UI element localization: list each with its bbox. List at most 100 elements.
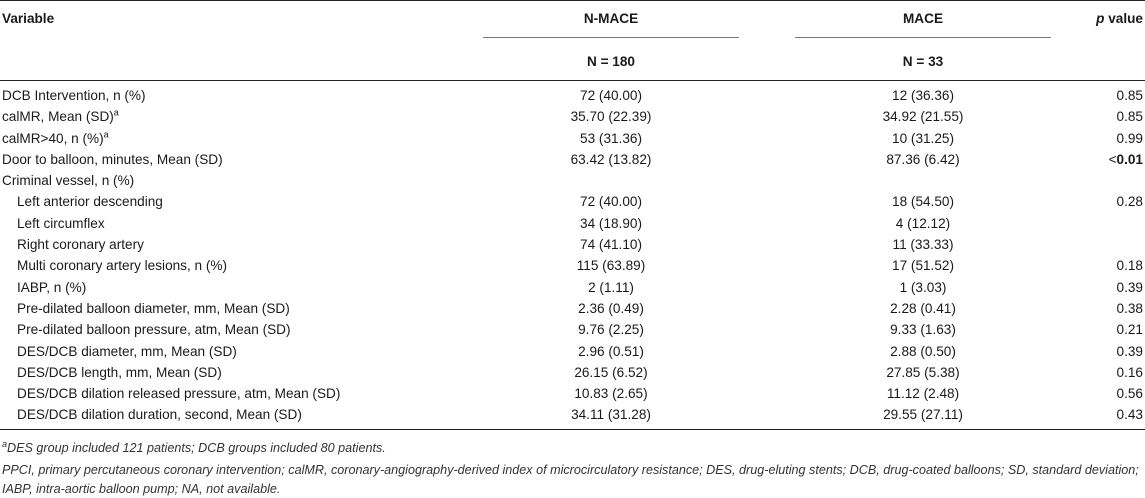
row-variable-label: DES/DCB length, mm, Mean (SD) [17,364,222,380]
row-nmace-value: 10.83 (2.65) [574,386,648,402]
row-variable: DES/DCB length, mm, Mean (SD) [0,362,455,383]
pvalue-prefix: < [1108,151,1117,167]
footnote-abbreviations: PPCI, primary percutaneous coronary inte… [2,463,1139,496]
row-nmace-value: 2 (1.11) [588,279,634,295]
row-pvalue: <0.01 [1079,149,1145,170]
row-nmace-value: 63.42 (13.82) [570,151,652,167]
row-variable: Pre-dilated balloon pressure, atm, Mean … [0,319,455,340]
pvalue-number: 0.56 [1116,386,1143,402]
row-mace-value: 2.28 (0.41) [890,300,956,316]
table-row: DES/DCB dilation released pressure, atm,… [0,383,1145,404]
row-pvalue: 0.28 [1079,191,1145,212]
row-nmace-value: 26.15 (6.52) [574,364,648,380]
row-nmace-value: 115 (63.89) [576,258,646,274]
pvalue-number: 0.01 [1116,151,1143,167]
row-nmace-value: 72 (40.00) [580,88,642,103]
row-mace-value: 10 (31.25) [892,130,954,146]
table-row: Pre-dilated balloon diameter, mm, Mean (… [0,298,1145,319]
row-mace-value: 34.92 (21.55) [882,109,964,125]
row-variable: Left anterior descending [0,191,455,212]
row-mace-value: 1 (3.03) [899,279,947,295]
row-nmace-value: 72 (40.00) [580,194,642,210]
row-variable-label: Multi coronary artery lesions, n (%) [17,258,228,274]
row-variable-label: DES/DCB dilation released pressure, atm,… [17,386,341,402]
header-pvalue: p value [1079,0,1145,42]
row-variable: Door to balloon, minutes, Mean (SD) [0,149,455,170]
row-nmace-value: 74 (41.10) [580,237,642,253]
row-pvalue [1079,213,1145,234]
row-nmace-value: 2.36 (0.49) [578,300,644,316]
row-pvalue [1079,170,1145,191]
row-variable: DES/DCB dilation duration, second, Mean … [0,404,455,430]
table-row: calMR>40, n (%)a 53 (31.36) 10 (31.25) 0.99 [0,128,1145,149]
row-variable-label: Right coronary artery [17,237,144,253]
row-variable: calMR, Mean (SD)a [0,106,455,127]
table-row: DES/DCB diameter, mm, Mean (SD) 2.96 (0.5… [0,341,1145,362]
row-variable-label: Pre-dilated balloon diameter, mm, Mean (… [17,300,290,316]
pvalue-number: 0.85 [1116,88,1143,103]
row-variable: IABP, n (%) [0,277,455,298]
pvalue-number: 0.43 [1116,407,1143,423]
row-mace-value: 12 (36.36) [892,88,954,103]
row-variable-label: calMR>40, n (%) [2,130,104,146]
pvalue-number: 0.38 [1116,300,1143,316]
row-variable: calMR>40, n (%)a [0,128,455,149]
header-nmace-label: N-MACE [483,11,739,38]
pvalue-number: 0.85 [1116,109,1143,125]
table-row: DES/DCB length, mm, Mean (SD) 26.15 (6.52… [0,362,1145,383]
row-pvalue: 0.85 [1079,106,1145,127]
table-row: DES/DCB dilation duration, second, Mean … [0,404,1145,430]
row-pvalue: 0.39 [1079,341,1145,362]
table-row: IABP, n (%) 2 (1.11) 1 (3.03) 0.39 [0,277,1145,298]
footnote-a-text: DES group included 121 patients; DCB gro… [7,440,386,455]
results-table: Variable N-MACE MACE p value N = 180 N =… [0,0,1145,430]
row-nmace-value: 2.96 (0.51) [578,343,644,359]
row-mace-value [767,170,1079,191]
row-variable-label: DES/DCB dilation duration, second, Mean … [17,407,302,423]
row-mace-value: 17 (51.52) [892,258,954,274]
header-spacer-p [1079,42,1145,81]
table-row: Right coronary artery 74 (41.10) 11 (33.33… [0,234,1145,255]
pvalue-number: 0.28 [1116,194,1143,210]
row-pvalue: 0.39 [1079,277,1145,298]
row-nmace-value [455,170,767,191]
row-mace-value: 11.12 (2.48) [886,386,960,402]
pvalue-number: 0.39 [1116,343,1143,359]
row-pvalue: 0.85 [1079,81,1145,107]
header-pvalue-p: p [1096,11,1105,26]
pvalue-number: 0.18 [1116,258,1143,274]
row-pvalue: 0.56 [1079,383,1145,404]
table-row: Pre-dilated balloon pressure, atm, Mean … [0,319,1145,340]
row-variable-label: Left circumflex [17,215,105,231]
row-variable: Criminal vessel, n (%) [0,170,455,191]
footnote-a: aDES group included 121 patients; DCB gr… [2,439,1140,457]
row-pvalue: 0.43 [1079,404,1145,430]
row-mace-value: 87.36 (6.42) [886,151,960,167]
row-mace-value: 4 (12.12) [895,215,951,231]
table-row: Left anterior descending 72 (40.00) 18 (54… [0,191,1145,212]
row-variable-label: DES/DCB diameter, mm, Mean (SD) [17,343,237,359]
header-spacer [0,42,455,81]
header-mace: MACE [767,0,1079,42]
row-pvalue [1079,234,1145,255]
row-variable: Multi coronary artery lesions, n (%) [0,255,455,276]
pvalue-number: 0.99 [1116,130,1143,146]
row-variable-label: DCB Intervention, n (%) [2,88,146,103]
pvalue-number: 0.21 [1116,322,1143,338]
row-mace-value: 29.55 (27.11) [767,404,1079,430]
row-pvalue: 0.18 [1079,255,1145,276]
row-variable-label: calMR, Mean (SD) [2,109,114,125]
table-footnotes: aDES group included 121 patients; DCB gr… [0,439,1140,498]
row-nmace-value: 9.76 (2.25) [578,322,644,338]
row-variable: DCB Intervention, n (%) [0,81,455,107]
row-mace-value: 11 (33.33) [892,237,954,253]
header-mace-label: MACE [795,11,1051,38]
footnote-a-marker: a [2,438,8,449]
header-nmace-n: N = 180 [455,42,767,81]
header-mace-n: N = 33 [767,42,1079,81]
row-variable-label: Criminal vessel, n (%) [2,173,135,189]
row-variable: DES/DCB dilation released pressure, atm,… [0,383,455,404]
row-mace-value: 2.88 (0.50) [890,343,956,359]
footnote-marker: a [113,107,119,118]
footnote-marker: a [103,129,109,140]
